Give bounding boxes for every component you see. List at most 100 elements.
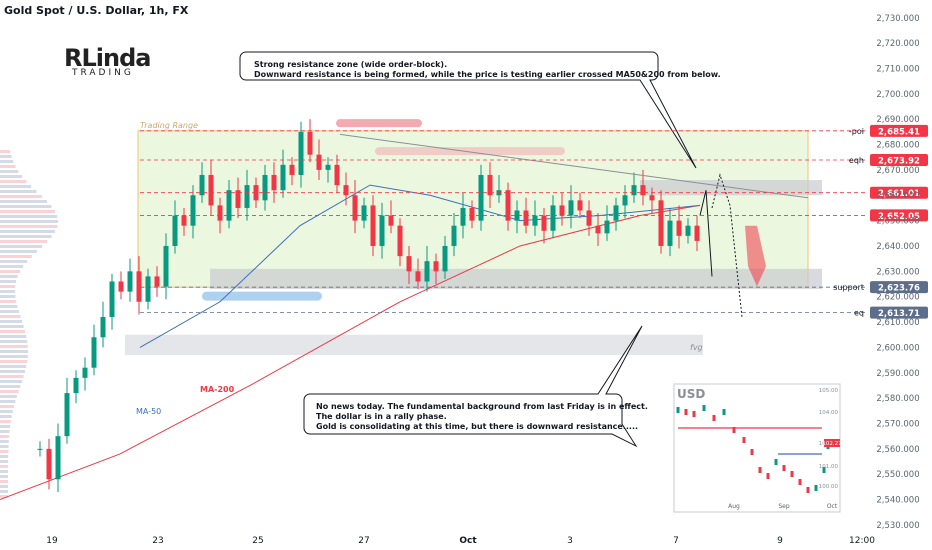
y-tick-label: 2,700.000 [876,90,919,100]
volume-profile-bar [0,465,9,468]
y-tick-label: 2,600.000 [876,343,919,353]
y-tick-label: 2,560.000 [876,445,919,455]
volume-profile-bar [0,205,52,208]
candle-body [451,225,457,246]
volume-profile-bar [0,415,12,418]
price-tag-label: 2,673.92 [878,156,920,166]
volume-profile-bar [0,200,47,203]
bottom-note: No news today. The fundamental backgroun… [316,402,648,432]
volume-profile-bar [0,330,26,333]
candle-body [82,367,88,378]
candle-body [343,185,349,196]
x-tick-label: 7 [673,536,679,546]
volume-profile-bar [0,385,21,388]
volume-profile-bar [0,290,16,293]
candle-body [613,205,619,221]
price-tag-label: 2,613.71 [878,309,920,319]
candle-body [424,261,430,282]
price-tag [870,281,928,294]
y-tick-label: 2,670.000 [876,166,919,176]
volume-profile-bar [0,180,27,183]
usd-price-label: 102.27 [822,441,842,447]
y-tick-label: 2,530.000 [876,521,919,531]
candle-body [136,271,142,302]
candle-body [73,377,79,394]
usd-candle [822,467,826,473]
note-line: Strong resistance zone (wide order-block… [254,60,448,69]
candle-body [433,261,439,272]
y-tick-label: 2,660.000 [876,191,919,201]
candle-body [325,164,331,170]
x-tick-label: 25 [252,536,263,546]
candle-body [469,207,475,221]
candle-body [334,164,340,186]
candle-body [190,195,196,226]
y-tick-label: 2,580.000 [876,394,919,404]
candle-body [523,210,529,226]
candle-body [658,200,664,246]
usd-candle [702,405,706,411]
y-tick-label: 2,720.000 [876,39,919,49]
candle-body [505,190,511,221]
y-tick-label: 2,540.000 [876,496,919,506]
candle-body [271,174,277,191]
volume-profile-bar [0,370,26,373]
x-tick-label: Oct [459,536,477,546]
usd-candle [798,479,802,485]
support-block [202,291,322,301]
volume-profile-bar [0,480,9,483]
volume-profile-bar [0,170,19,173]
candle-body [442,245,448,272]
volume-profile-bar [0,245,43,248]
volume-profile-bar [0,460,9,463]
candle-body [199,174,205,196]
volume-profile-bar [0,380,22,383]
usd-x-tick: Oct [827,503,838,510]
candle-body [100,316,106,338]
candle-body [631,185,637,196]
candle-body [181,215,187,226]
volume-profile-bar [0,450,9,453]
candle-body [388,215,394,226]
x-tick-label: 12:00 [849,536,875,546]
volume-profile-bar [0,390,19,393]
x-tick-label: 3 [567,536,573,546]
volume-profile-bar [0,300,17,303]
candle-body [415,271,421,282]
usd-y-tick: 101.00 [819,464,839,470]
volume-profile-bar [0,275,18,278]
volume-profile-bar [0,425,11,428]
candle-body [280,164,286,191]
volume-profile-bar [0,335,27,338]
volume-profile-bar [0,495,9,498]
y-tick-label: 2,730.000 [876,14,919,24]
usd-candle [774,459,778,465]
usd-candle [742,437,746,443]
logo-text: RLinda [64,44,151,72]
candle-body [262,174,268,201]
price-tag [870,153,928,166]
volume-profile-bar [0,320,23,323]
candle-body [649,195,655,201]
trendline [339,133,809,199]
volume-profile-bar [0,360,28,363]
usd-candle [814,485,818,491]
x-tick-label: 9 [777,536,783,546]
volume-profile-bar [0,435,10,438]
usd-y-tick: 100.00 [819,484,839,490]
logo-subtext: TRADING [72,68,134,78]
candle-body [541,215,547,231]
candle-body [145,276,151,302]
price-tag [870,209,928,222]
volume-profile-bar [0,440,9,443]
trading-range-label: Trading Range [140,121,198,130]
level-label: eqh [849,156,864,165]
y-tick-label: 2,690.000 [876,115,919,125]
candle-body [514,210,520,221]
usd-inset-frame [673,383,841,513]
candle-body [172,215,178,246]
usd-y-tick: 104.00 [819,410,839,416]
ma200-label: MA-200 [200,385,235,394]
volume-profile-bar [0,355,28,358]
